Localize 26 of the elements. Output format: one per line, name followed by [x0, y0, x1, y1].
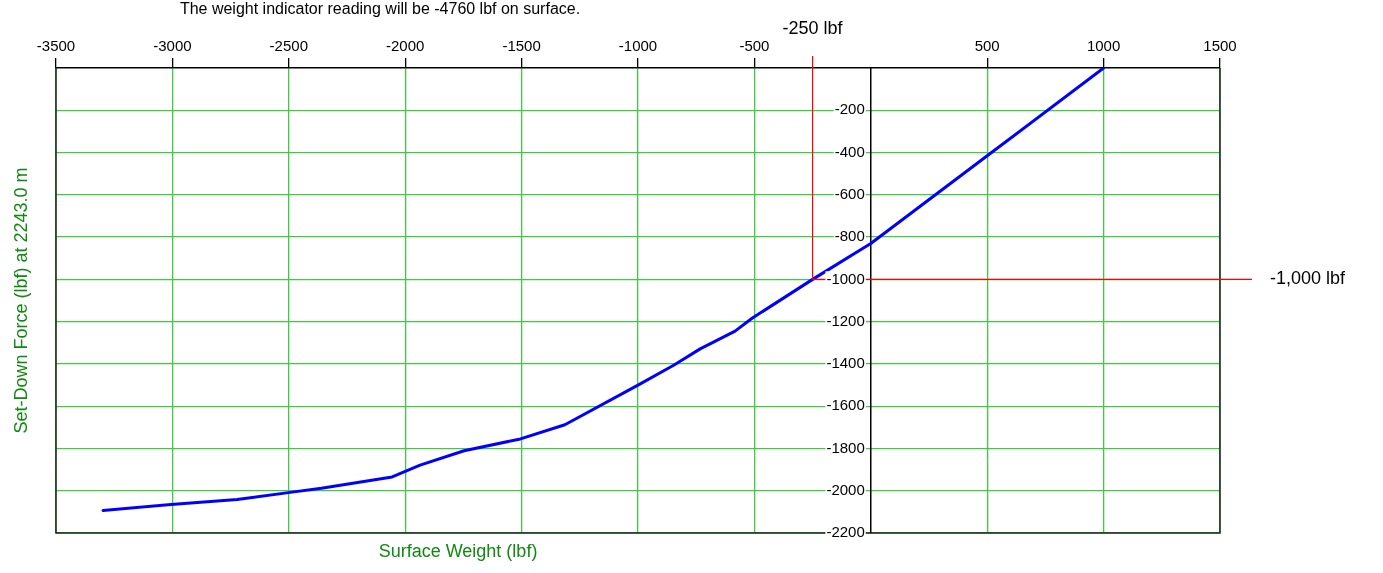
x-axis-title: Surface Weight (lbf): [378, 540, 538, 561]
x-tick-label: 1000: [1086, 37, 1121, 55]
x-tick-label: 500: [974, 37, 1000, 55]
y-tick-label: -1000: [826, 269, 865, 287]
x-tick-label: -2500: [269, 37, 308, 55]
y-tick-label: -200: [834, 100, 865, 118]
y-tick-label: -2000: [826, 480, 865, 498]
y-tick-label: -2200: [826, 523, 865, 541]
y-tick-label: -600: [834, 184, 865, 202]
y-tick-label: -1400: [826, 354, 865, 372]
x-tick-label: -2000: [386, 37, 425, 55]
y-tick-label: -1800: [826, 438, 865, 456]
y-tick-label: -1200: [826, 311, 865, 329]
x-tick-label: -1000: [618, 37, 658, 55]
y-axis-title: Set-Down Force (lbf) at 2243.0 m: [10, 167, 31, 434]
chart-subtitle: The weight indicator reading will be -4760 lbf on surface.: [179, 0, 581, 18]
x-tick-label: 1500: [1203, 37, 1237, 55]
ref-line-label: -1,000 lbf: [1270, 268, 1347, 289]
x-tick-label: -3500: [36, 37, 76, 55]
x-tick-label: -500: [739, 37, 770, 55]
ref-line-label: -250 lbf: [782, 17, 844, 38]
y-tick-label: -800: [834, 227, 865, 245]
y-tick-label: -1600: [826, 396, 865, 414]
x-tick-label: -3000: [153, 37, 192, 55]
y-tick-label: -400: [834, 142, 865, 160]
x-tick-label: -1500: [502, 37, 541, 55]
